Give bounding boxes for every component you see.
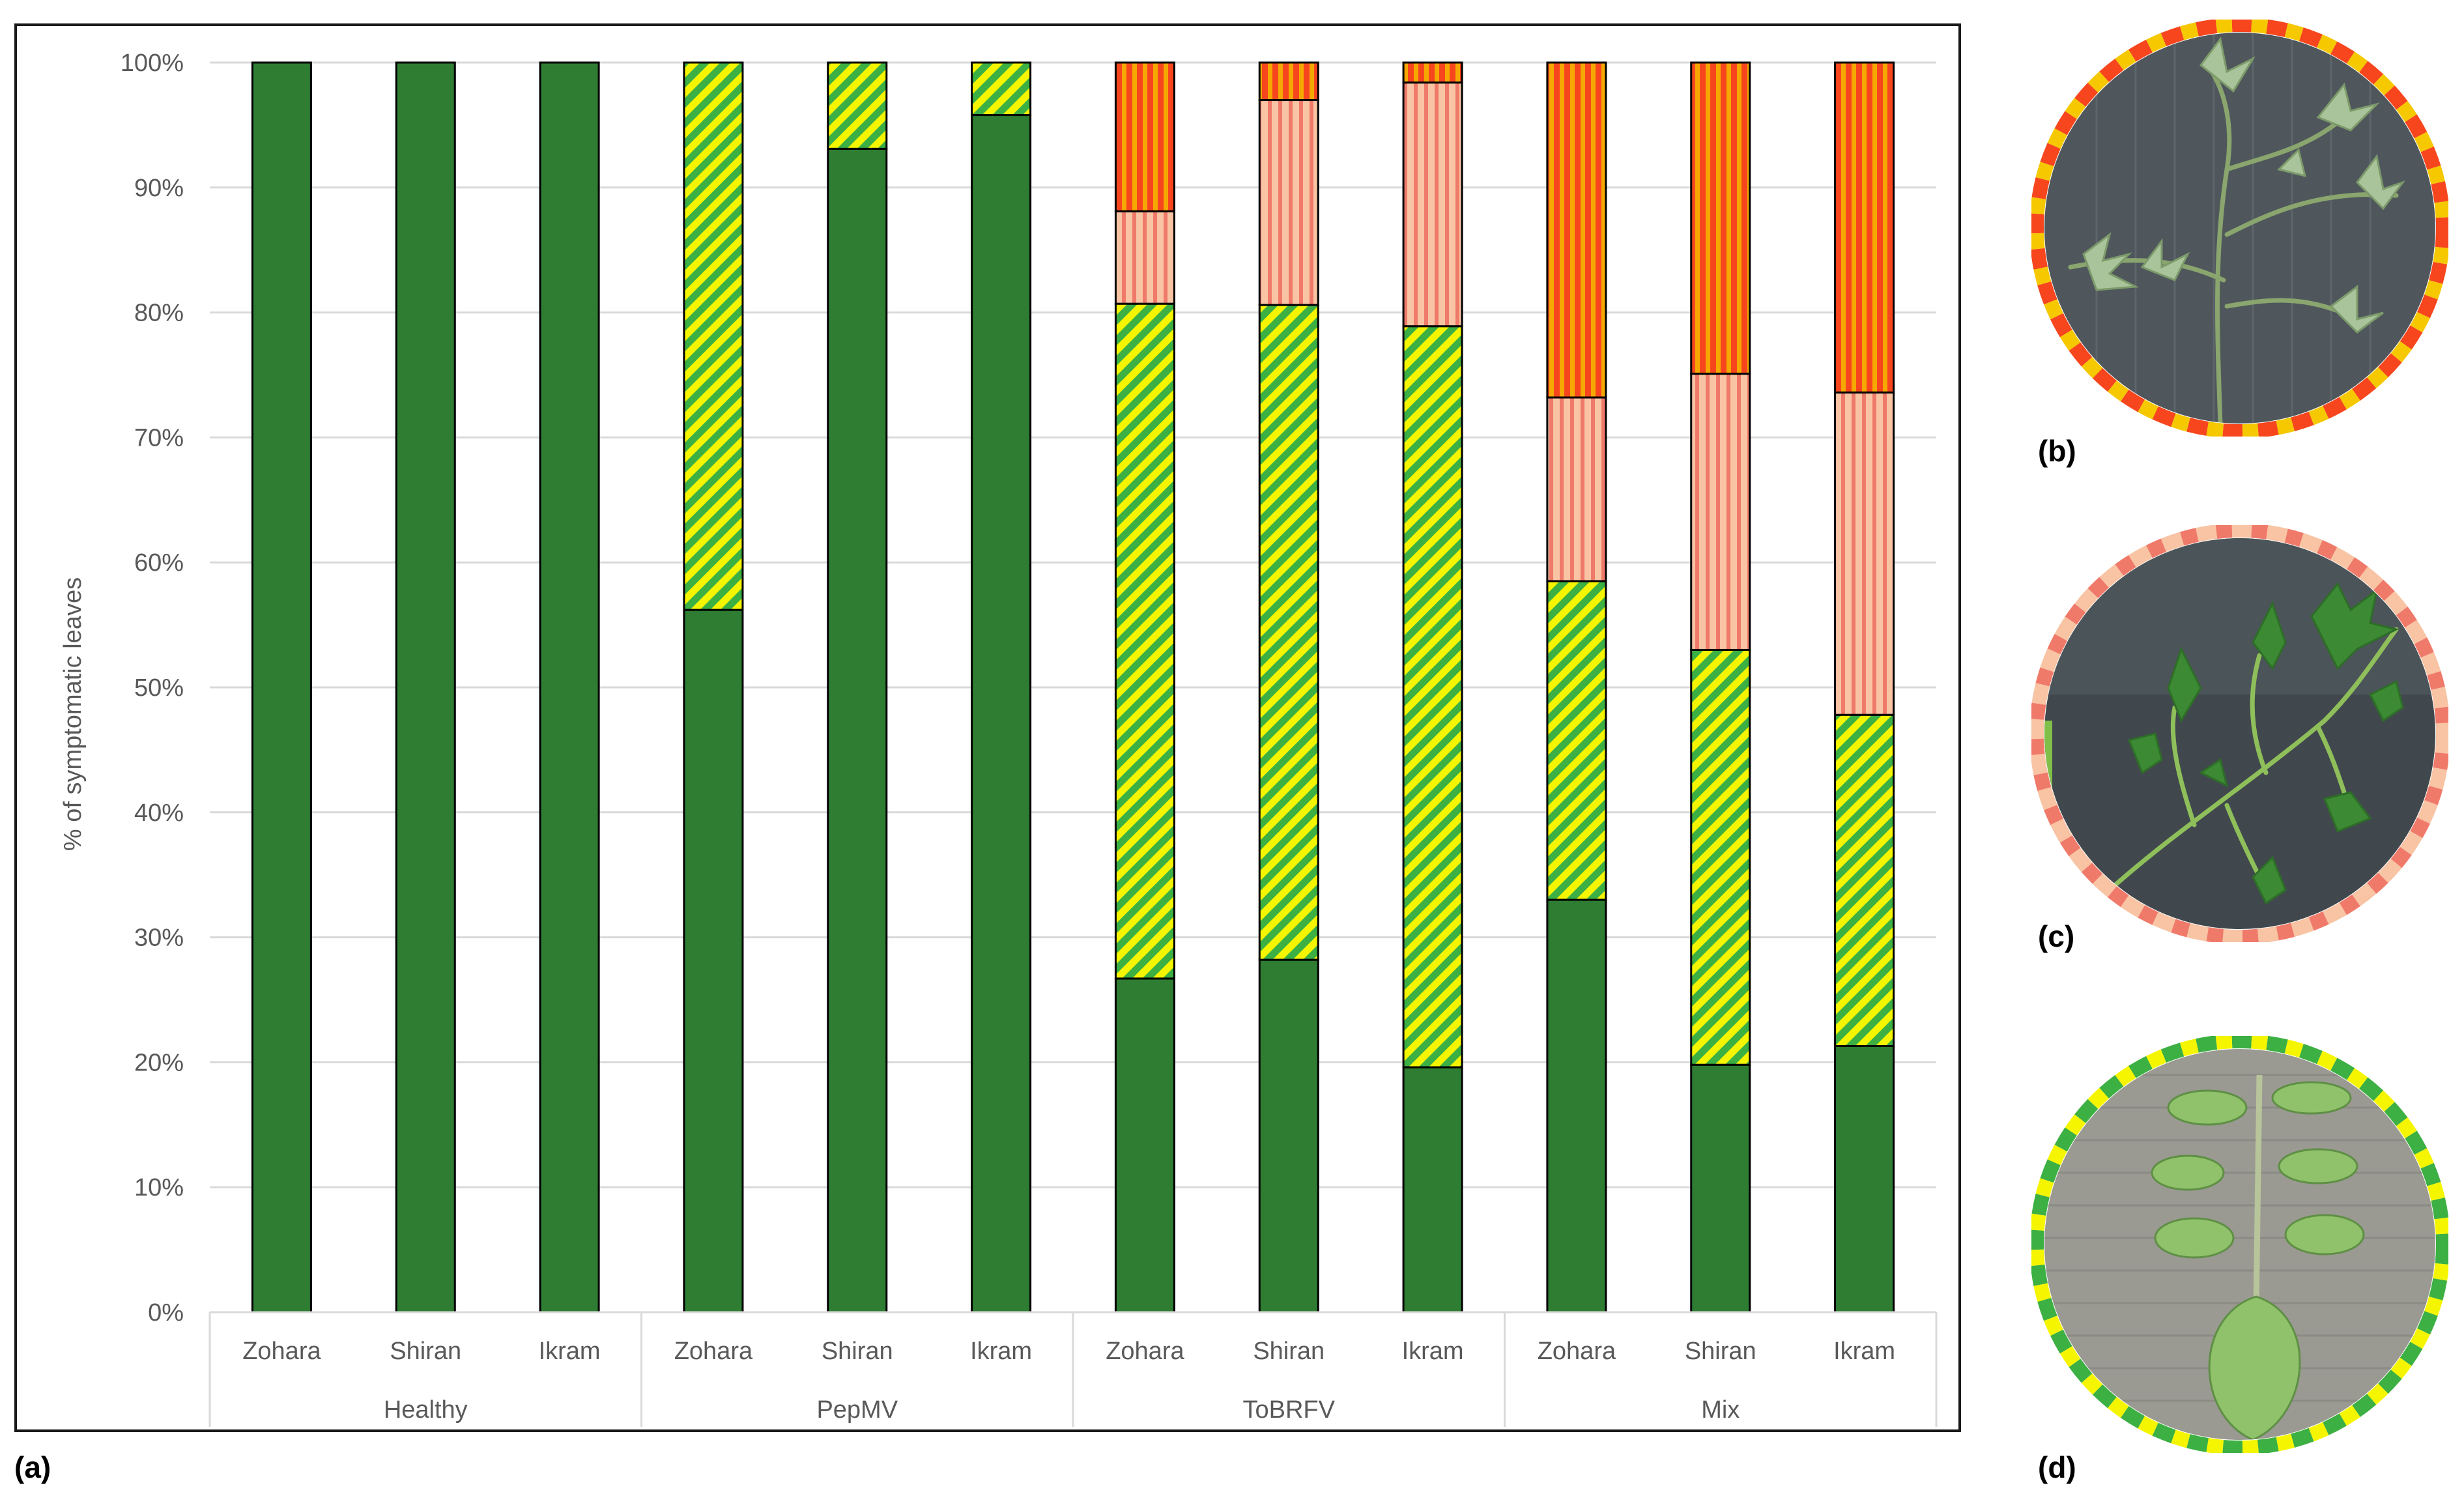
x-tick-label: Ikram bbox=[539, 1338, 601, 1365]
x-tick-label: Zohara bbox=[242, 1338, 321, 1365]
bar-segment-healthy bbox=[1690, 1063, 1751, 1313]
bar-segment-moderate bbox=[1114, 210, 1175, 305]
bar-segment-severe bbox=[1690, 61, 1751, 375]
photo-severe-leaf bbox=[2031, 20, 2448, 437]
bar-segment-moderate bbox=[1690, 373, 1751, 651]
y-tick-label: 80% bbox=[134, 300, 184, 327]
bar-segment-healthy bbox=[827, 147, 888, 1313]
bar-segment-healthy bbox=[1546, 898, 1607, 1313]
bar-segment-healthy bbox=[1402, 1066, 1463, 1313]
group-label: Mix bbox=[1701, 1396, 1740, 1424]
bar-segment-mild bbox=[1546, 580, 1607, 901]
bar-segment-moderate bbox=[1546, 396, 1607, 582]
y-tick-label: 60% bbox=[134, 549, 184, 577]
y-axis-label: % of symptomatic leaves bbox=[59, 577, 87, 851]
bar-segment-mild bbox=[827, 61, 888, 150]
y-tick-label: 20% bbox=[134, 1049, 184, 1076]
x-tick-label: Shiran bbox=[822, 1338, 893, 1365]
x-tick-label: Ikram bbox=[1402, 1338, 1464, 1365]
chart-frame: 0% 10% 20% 30% 40% 50% 60% 70% 80% 90% 100% Zohara… bbox=[14, 23, 1961, 1432]
y-tick-label: 40% bbox=[134, 799, 184, 827]
x-tick-label: Shiran bbox=[390, 1338, 461, 1365]
panel-label-a: (a) bbox=[14, 1450, 51, 1484]
x-tick-label: Zohara bbox=[674, 1338, 753, 1365]
bars bbox=[251, 61, 1895, 1313]
bar-segment-severe bbox=[1258, 61, 1319, 102]
x-tick-label: Ikram bbox=[970, 1338, 1032, 1365]
group-label: ToBRFV bbox=[1243, 1396, 1336, 1424]
panel-label-b: (b) bbox=[2038, 434, 2076, 468]
group-label: Healthy bbox=[384, 1396, 468, 1424]
bar-segment-severe bbox=[1402, 61, 1463, 84]
bar-segment-mild bbox=[1834, 713, 1895, 1047]
y-tick-label: 30% bbox=[134, 925, 184, 952]
bar-segment-mild bbox=[683, 61, 744, 611]
y-tick-label: 100% bbox=[121, 50, 184, 77]
photo-moderate-leaf bbox=[2031, 525, 2448, 942]
bar-segment-healthy bbox=[251, 61, 312, 1313]
y-tick-label: 90% bbox=[134, 175, 184, 202]
bar-segment-healthy bbox=[1258, 958, 1319, 1313]
x-tick-label: Zohara bbox=[1106, 1338, 1184, 1365]
photo-mild-leaf bbox=[2031, 1036, 2448, 1453]
bar-segment-healthy bbox=[395, 61, 456, 1313]
bar-segment-moderate bbox=[1834, 391, 1895, 716]
x-tick-label: Ikram bbox=[1833, 1338, 1895, 1365]
bar-segment-moderate bbox=[1258, 99, 1319, 306]
bar-segment-mild bbox=[1690, 648, 1751, 1066]
panel-label-d: (d) bbox=[2038, 1450, 2076, 1484]
bar-segment-healthy bbox=[971, 114, 1032, 1313]
bar-segment-mild bbox=[1258, 304, 1319, 961]
x-axis: Zohara Shiran Ikram Zohara Shiran Ikram Zohara… bbox=[208, 1311, 1938, 1427]
bar-segment-healthy bbox=[1114, 977, 1175, 1313]
x-tick-label: Shiran bbox=[1685, 1338, 1756, 1365]
bar-segment-severe bbox=[1114, 61, 1175, 212]
bar-segment-severe bbox=[1546, 61, 1607, 399]
stacked-bar-chart: 0% 10% 20% 30% 40% 50% 60% 70% 80% 90% 100% Zohara… bbox=[59, 50, 1938, 1427]
bar-segment-healthy bbox=[1834, 1044, 1895, 1313]
bar-segment-moderate bbox=[1402, 81, 1463, 328]
y-axis-ticks: 0% 10% 20% 30% 40% 50% 60% 70% 80% 90% 100% bbox=[121, 50, 184, 1327]
x-tick-label: Zohara bbox=[1538, 1338, 1616, 1365]
gridlines bbox=[210, 61, 1936, 1313]
bar-segment-healthy bbox=[683, 609, 744, 1313]
y-tick-label: 70% bbox=[134, 424, 184, 452]
y-tick-label: 50% bbox=[134, 674, 184, 702]
group-label: PepMV bbox=[816, 1396, 898, 1424]
panel-label-c: (c) bbox=[2038, 919, 2075, 953]
bar-segment-mild bbox=[971, 61, 1032, 117]
y-tick-label: 0% bbox=[148, 1299, 184, 1327]
bar-segment-mild bbox=[1402, 325, 1463, 1069]
bar-segment-severe bbox=[1834, 61, 1895, 394]
x-tick-label: Shiran bbox=[1253, 1338, 1325, 1365]
y-tick-label: 10% bbox=[134, 1174, 184, 1201]
bar-segment-healthy bbox=[539, 61, 600, 1313]
bar-segment-mild bbox=[1114, 302, 1175, 980]
